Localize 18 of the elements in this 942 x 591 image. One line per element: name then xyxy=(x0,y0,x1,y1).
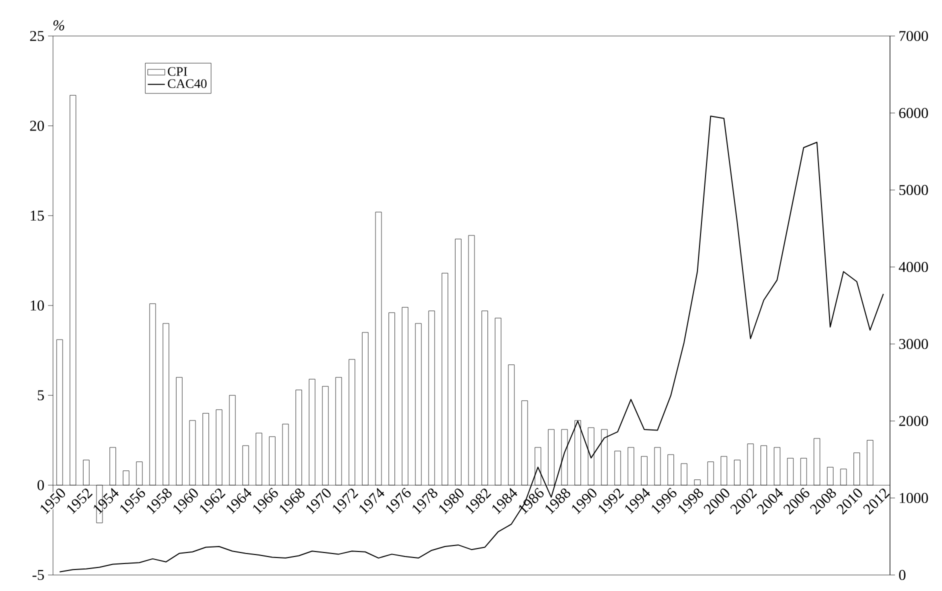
y2-tick-label: 5000 xyxy=(899,184,928,196)
legend-label: CPI xyxy=(168,67,188,76)
y-tick-label: 15 xyxy=(30,210,44,221)
y-tick-label: 20 xyxy=(30,120,44,131)
y2-tick-label: 3000 xyxy=(899,338,928,350)
y-tick-label: 10 xyxy=(30,300,44,311)
y2-tick-label: 0 xyxy=(899,570,906,580)
y2-tick-label: 4000 xyxy=(898,262,928,272)
y-tick-label: -5 xyxy=(32,570,44,580)
y2-tick-label: 2000 xyxy=(899,416,928,426)
y-tick-label: 5 xyxy=(38,390,44,400)
y2-tick-label: 6000 xyxy=(899,108,928,118)
legend-label: CAC40 xyxy=(168,79,207,88)
y2-tick-label: 7000 xyxy=(900,30,928,42)
y-axis-title: % xyxy=(53,20,64,30)
y-tick-label: 0 xyxy=(38,480,44,490)
y2-tick-label: 1000 xyxy=(900,492,928,504)
y-tick-label: 25 xyxy=(30,30,44,42)
